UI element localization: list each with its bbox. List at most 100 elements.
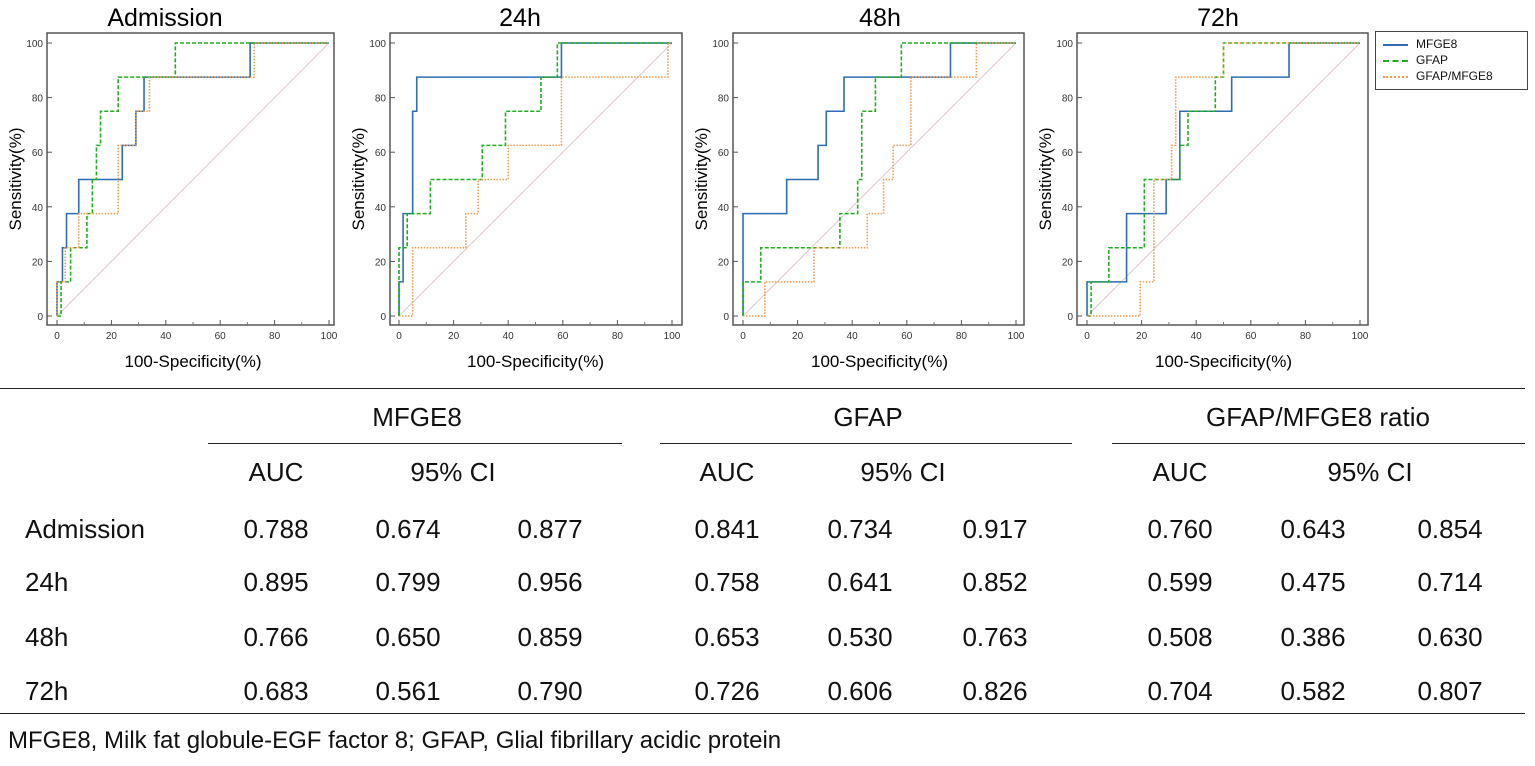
group-underline xyxy=(1112,443,1525,444)
x-tick-label: 80 xyxy=(1300,331,1312,342)
table-cell: 0.917 xyxy=(962,514,1028,544)
y-tick-label: 60 xyxy=(1062,148,1074,159)
plot-frame xyxy=(732,32,1025,326)
roc-curve-gfap xyxy=(1087,42,1360,317)
group-header: GFAP/MFGE8 ratio xyxy=(1206,402,1430,432)
roc-plot: 00 20 20 40 40 60 60 80 80 100 100 48h 100-Specifici… xyxy=(692,4,1025,371)
y-axis-label: Sensitivity(%) xyxy=(1036,128,1055,231)
row-label: Admission xyxy=(25,514,145,544)
x-tick-label: 60 xyxy=(557,331,569,342)
table-cell: 0.704 xyxy=(1147,676,1213,706)
x-tick-label: 100 xyxy=(321,331,338,342)
group-underline xyxy=(660,443,1072,444)
table-cell: 0.630 xyxy=(1417,622,1483,652)
row-label: 72h xyxy=(25,676,69,706)
x-axis-label: 100-Specificity(%) xyxy=(467,352,604,371)
x-tick-label: 20 xyxy=(792,331,804,342)
reference-diagonal xyxy=(56,42,330,317)
table-cell: 0.650 xyxy=(375,622,441,652)
y-tick-label: 0 xyxy=(723,312,729,323)
x-tick-label: 100 xyxy=(1008,331,1025,342)
x-tick-label: 80 xyxy=(956,331,968,342)
plot-title: 48h xyxy=(859,4,901,32)
roc-plot: 00 20 20 40 40 60 60 80 80 100 100 24h 100-Specifici… xyxy=(349,4,683,371)
plot-frame xyxy=(1076,32,1369,326)
row-label: 24h xyxy=(25,567,69,597)
x-tick-label: 60 xyxy=(1245,331,1257,342)
roc-curve-gfap xyxy=(57,42,329,317)
group-header: MFGE8 xyxy=(372,402,462,432)
table-cell: 0.641 xyxy=(827,567,893,597)
table-cell: 0.790 xyxy=(517,676,583,706)
x-tick-label: 20 xyxy=(448,331,460,342)
plot-title: Admission xyxy=(107,4,222,32)
subheader-ci: 95% CI xyxy=(1327,457,1413,487)
table-cell: 0.734 xyxy=(827,514,893,544)
table-cell: 0.788 xyxy=(243,514,309,544)
y-tick-label: 40 xyxy=(1062,203,1074,214)
table-cell: 0.674 xyxy=(375,514,441,544)
roc-plots: 002020404060608080100100Admission100-Spe… xyxy=(6,4,1369,371)
x-tick-label: 20 xyxy=(1136,331,1148,342)
subheader-auc: AUC xyxy=(248,457,304,487)
x-tick-label: 20 xyxy=(106,331,118,342)
table-cell: 0.826 xyxy=(962,676,1028,706)
x-axis-label: 100-Specificity(%) xyxy=(811,352,948,371)
table-cell: 0.582 xyxy=(1280,676,1346,706)
roc-plot: 00 20 20 40 40 60 60 80 80 100 100 Admission 100-Spe… xyxy=(6,4,338,371)
x-axis-label: 100-Specificity(%) xyxy=(125,352,262,371)
y-tick-label: 60 xyxy=(375,148,387,159)
x-tick-label: 40 xyxy=(503,331,515,342)
table-cell: 0.877 xyxy=(517,514,583,544)
table-cell: 0.841 xyxy=(694,514,760,544)
x-tick-label: 80 xyxy=(269,331,281,342)
y-tick-label: 20 xyxy=(1062,257,1074,268)
y-tick-label: 80 xyxy=(32,94,44,105)
x-tick-label: 0 xyxy=(1084,331,1090,342)
table-cell: 0.561 xyxy=(375,676,441,706)
roc-curve-mfge8 xyxy=(398,42,672,316)
table-cell: 0.763 xyxy=(962,622,1028,652)
x-tick-label: 0 xyxy=(396,331,402,342)
y-tick-label: 20 xyxy=(375,257,387,268)
table-cell: 0.807 xyxy=(1417,676,1483,706)
table-cell: 0.726 xyxy=(694,676,760,706)
roc-curve-gfap-mfge8 xyxy=(1087,42,1360,317)
y-tick-label: 80 xyxy=(718,94,730,105)
y-tick-label: 40 xyxy=(375,203,387,214)
y-tick-label: 80 xyxy=(1062,94,1074,105)
x-tick-label: 0 xyxy=(740,331,746,342)
footnote: MFGE8, Milk fat globule-EGF factor 8; GF… xyxy=(8,727,782,754)
y-tick-label: 60 xyxy=(718,148,730,159)
x-tick-label: 40 xyxy=(1191,331,1203,342)
x-tick-label: 60 xyxy=(215,331,227,342)
roc-curve-gfap xyxy=(398,42,672,316)
table-cell: 0.799 xyxy=(375,567,441,597)
group-header: GFAP xyxy=(833,402,903,432)
table-cell: 0.606 xyxy=(827,676,893,706)
table-cell: 0.852 xyxy=(962,567,1028,597)
table-cell: 0.653 xyxy=(694,622,760,652)
plot-title: 72h xyxy=(1197,4,1239,32)
x-tick-label: 40 xyxy=(847,331,859,342)
plot-frame xyxy=(46,32,335,326)
table-cell: 0.760 xyxy=(1147,514,1213,544)
legend-item: GFAP/MFGE8 xyxy=(1383,69,1493,83)
y-tick-label: 40 xyxy=(32,203,44,214)
reference-diagonal xyxy=(398,42,673,317)
subheader-ci: 95% CI xyxy=(410,457,496,487)
y-axis-label: Sensitivity(%) xyxy=(349,128,368,231)
roc-curve-mfge8 xyxy=(742,42,1016,316)
x-tick-label: 0 xyxy=(54,331,60,342)
roc-curve-gfap-mfge8 xyxy=(399,42,672,317)
table-cell: 0.475 xyxy=(1280,567,1346,597)
table-cell: 0.643 xyxy=(1280,514,1346,544)
y-tick-label: 40 xyxy=(718,203,730,214)
x-axis-label: 100-Specificity(%) xyxy=(1155,352,1292,371)
table-cell: 0.895 xyxy=(243,567,309,597)
legend-item: MFGE8 xyxy=(1383,37,1457,51)
x-tick-label: 60 xyxy=(901,331,913,342)
legend: MFGE8 GFAP GFAP/MFGE8 xyxy=(1375,31,1528,90)
table-cell: 0.683 xyxy=(243,676,309,706)
